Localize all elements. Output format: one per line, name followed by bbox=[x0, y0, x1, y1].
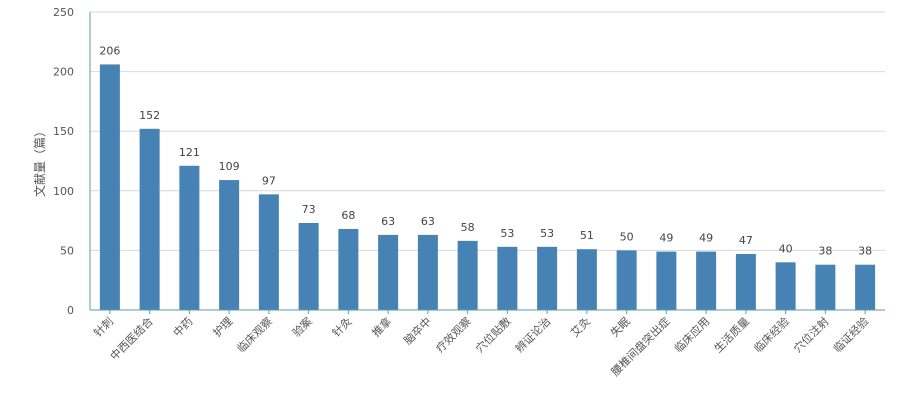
data-label: 73 bbox=[302, 203, 316, 216]
bar bbox=[775, 262, 796, 310]
bar bbox=[497, 246, 518, 310]
data-label: 63 bbox=[381, 215, 395, 228]
y-tick-label: 250 bbox=[53, 6, 74, 19]
data-label: 206 bbox=[99, 44, 120, 57]
grid-lines bbox=[90, 11, 885, 251]
bar bbox=[99, 64, 120, 310]
y-tick-label: 50 bbox=[60, 244, 74, 257]
bar bbox=[338, 228, 359, 310]
bar bbox=[576, 249, 597, 310]
data-label: 152 bbox=[139, 109, 160, 122]
data-label: 97 bbox=[262, 174, 276, 187]
bar bbox=[139, 128, 160, 310]
x-tick-label: 临床应用 bbox=[671, 314, 712, 355]
data-label: 49 bbox=[659, 232, 673, 245]
x-tick-label: 护理 bbox=[210, 314, 235, 339]
y-tick-label: 200 bbox=[53, 66, 74, 79]
x-tick-label: 验案 bbox=[289, 314, 314, 339]
x-tick-label: 临床观察 bbox=[234, 314, 275, 355]
bar bbox=[815, 264, 836, 310]
data-label: 68 bbox=[341, 209, 355, 222]
bar bbox=[219, 180, 240, 310]
bars bbox=[99, 64, 876, 310]
y-tick-label: 100 bbox=[53, 185, 74, 198]
data-label: 38 bbox=[818, 245, 832, 258]
data-label: 50 bbox=[620, 230, 634, 243]
x-tick-label: 失眠 bbox=[608, 315, 633, 340]
bar bbox=[696, 251, 717, 310]
bar bbox=[537, 246, 558, 310]
bar bbox=[735, 253, 756, 310]
data-labels: 206 152 121 109 97 73 68 63 63 58 53 53 51 50 49 49 47 40… bbox=[99, 44, 872, 257]
bar bbox=[417, 234, 438, 310]
data-label: 63 bbox=[421, 215, 435, 228]
data-label: 38 bbox=[858, 245, 872, 258]
data-label: 58 bbox=[461, 221, 475, 234]
x-tick-label: 中药 bbox=[171, 315, 196, 340]
bar bbox=[179, 165, 200, 310]
x-tick-label: 针刺 bbox=[91, 314, 116, 339]
x-tick-label: 艾灸 bbox=[568, 314, 593, 339]
bar bbox=[298, 222, 319, 310]
x-tick-label: 疗效观察 bbox=[433, 314, 474, 355]
data-label: 47 bbox=[739, 234, 753, 247]
x-tick-label: 穴位贴敷 bbox=[472, 314, 513, 355]
data-label: 49 bbox=[699, 232, 713, 245]
data-label: 53 bbox=[500, 227, 514, 240]
data-label: 40 bbox=[779, 242, 793, 255]
x-tick-label: 辨证论治 bbox=[512, 314, 553, 355]
bar bbox=[457, 240, 478, 310]
x-tick-label: 推拿 bbox=[369, 314, 394, 339]
bar bbox=[616, 250, 637, 310]
x-tick-label: 临证经验 bbox=[830, 314, 871, 355]
data-label: 121 bbox=[179, 146, 200, 159]
x-tick-label: 针灸 bbox=[329, 314, 354, 339]
bar bbox=[258, 194, 279, 310]
y-axis-title: 文献量（篇） bbox=[32, 125, 47, 197]
bar bbox=[855, 264, 876, 310]
y-axis-ticks: 0 50 100 150 200 250 bbox=[53, 6, 74, 317]
x-tick-label: 脑卒中 bbox=[401, 314, 434, 347]
x-tick-label: 临床经验 bbox=[751, 314, 792, 355]
x-tick-label: 穴位注射 bbox=[790, 314, 831, 355]
x-tick-label: 生活质量 bbox=[711, 314, 752, 355]
bar bbox=[378, 234, 399, 310]
data-label: 51 bbox=[580, 229, 594, 242]
data-label: 109 bbox=[219, 160, 240, 173]
x-tick-label: 中西医结合 bbox=[107, 314, 156, 363]
data-label: 53 bbox=[540, 227, 554, 240]
y-tick-label: 150 bbox=[53, 125, 74, 138]
bar bbox=[656, 251, 677, 310]
y-tick-label: 0 bbox=[67, 304, 74, 317]
